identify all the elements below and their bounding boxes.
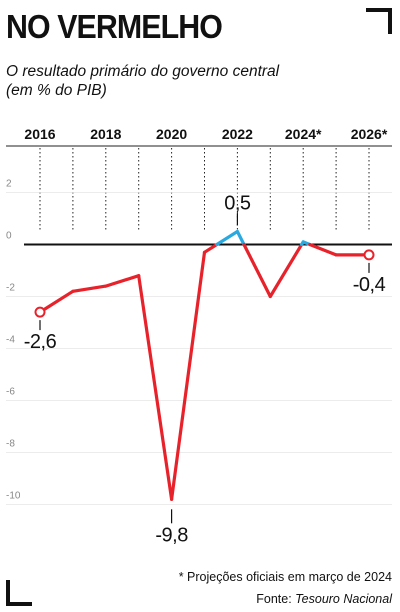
negative-line-segment: [137, 274, 174, 501]
source: Fonte: Tesouro Nacional: [256, 592, 392, 606]
source-name: Tesouro Nacional: [295, 592, 392, 606]
annotation-label: 0,5: [224, 193, 251, 215]
corner-bracket-bottom-left: [6, 580, 32, 606]
source-label: Fonte:: [256, 592, 292, 606]
y-tick-label: -4: [6, 335, 15, 346]
negative-line-segment: [202, 242, 219, 254]
y-tick-label: 0: [6, 231, 12, 242]
annotation-label: -2,6: [24, 331, 57, 353]
negative-line-segment: [104, 274, 141, 288]
x-tick-label: 2016: [24, 126, 55, 142]
negative-line-segment: [268, 242, 304, 299]
x-tick-label: 2020: [156, 126, 187, 142]
negative-line-segment: [38, 289, 75, 314]
negative-line-segment: [71, 284, 108, 293]
chart-subtitle: O resultado primário do governo central …: [6, 62, 279, 100]
negative-line-segment: [242, 242, 272, 299]
endpoint-marker: [34, 306, 46, 318]
x-tick-label: 2024*: [285, 126, 322, 142]
negative-line-segment: [308, 242, 338, 257]
endpoint-marker: [363, 249, 375, 261]
x-tick-label: 2026*: [351, 126, 388, 142]
y-tick-label: -6: [6, 387, 15, 398]
chart-title: NO VERMELHO: [6, 8, 223, 45]
footnote: * Projeções oficiais em março de 2024: [178, 570, 392, 584]
y-tick-label: 2: [6, 179, 12, 190]
annotation-label: -0,4: [353, 274, 386, 296]
y-tick-label: -2: [6, 283, 15, 294]
corner-bracket-top-right: [366, 8, 392, 34]
subtitle-line-2: (em % do PIB): [6, 82, 107, 99]
x-tick-label: 2022: [222, 126, 253, 142]
negative-line-segment: [170, 250, 207, 501]
x-tick-label: 2018: [90, 126, 121, 142]
positive-line-segment: [215, 229, 239, 247]
y-tick-label: -10: [6, 491, 21, 502]
annotation-label: -9,8: [155, 524, 188, 546]
positive-line-segment: [235, 229, 246, 247]
subtitle-line-1: O resultado primário do governo central: [6, 63, 280, 80]
y-tick-label: -8: [6, 439, 15, 450]
